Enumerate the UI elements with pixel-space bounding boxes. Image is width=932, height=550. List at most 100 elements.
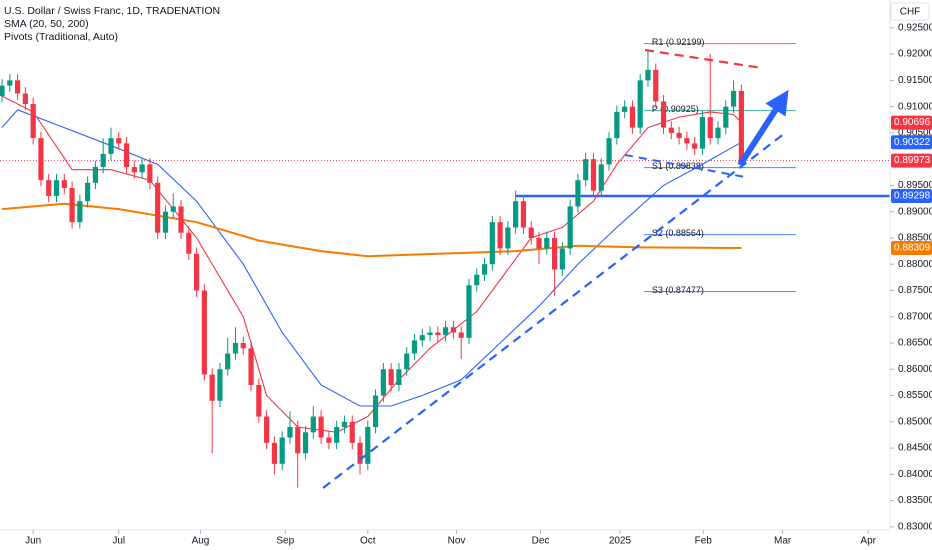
candle-body xyxy=(559,248,565,270)
candle-body xyxy=(61,180,67,189)
candle-body xyxy=(100,153,106,168)
candle-body xyxy=(186,232,192,254)
candle-body xyxy=(310,416,316,433)
plot: R1 (0.92199) P (0.90925) S1 (0.89838) S2 (0… xyxy=(0,37,890,488)
trend-line xyxy=(624,154,746,178)
x-tick-label: Oct xyxy=(360,536,376,547)
candle-body xyxy=(14,80,21,94)
candle-body xyxy=(660,101,667,128)
y-tick-label: 0.89000 xyxy=(898,206,932,217)
pivot-label: R1 (0.92199) xyxy=(652,37,705,47)
x-tick-label: Jul xyxy=(112,536,125,547)
price-box-label: 0.89298 xyxy=(894,191,931,202)
candle-body xyxy=(271,442,278,464)
indicator: Pivots (Traditional, Auto) xyxy=(4,31,118,43)
candle-body xyxy=(520,201,527,228)
candle-body xyxy=(598,164,604,191)
candle-body xyxy=(193,253,200,291)
candle-body xyxy=(443,327,449,336)
candle-body xyxy=(567,206,573,249)
candle-body xyxy=(7,80,13,86)
candle-body xyxy=(497,222,503,249)
candle-body xyxy=(365,427,371,464)
candle-body xyxy=(209,374,215,401)
y-tick-label: 0.85000 xyxy=(898,416,932,427)
y-tick-label: 0.84000 xyxy=(898,469,932,480)
x-tick-label: Aug xyxy=(192,536,210,547)
candle-body xyxy=(302,432,309,454)
candle-body xyxy=(536,237,542,249)
candle-body xyxy=(318,416,324,438)
candle-body xyxy=(295,427,301,454)
candle-body xyxy=(505,227,511,249)
price-box xyxy=(891,135,932,150)
x-tick-label: Nov xyxy=(448,536,466,547)
candle-body xyxy=(38,138,44,181)
candle-body xyxy=(551,237,558,270)
candle-body xyxy=(108,138,114,154)
candle-body xyxy=(629,106,636,128)
candle-body xyxy=(450,327,457,333)
price-box-label: 0.90696 xyxy=(894,117,931,128)
candle-body xyxy=(637,80,643,128)
candle-body xyxy=(715,127,721,139)
candle-body xyxy=(606,138,612,165)
price-axis xyxy=(890,0,932,550)
x-tick-label: Apr xyxy=(860,536,876,547)
pivot-label: S3 (0.87477) xyxy=(652,285,704,295)
candle-body xyxy=(466,285,472,338)
candle-body xyxy=(201,290,207,375)
y-tick-label: 0.87000 xyxy=(898,311,932,322)
price-box xyxy=(891,189,932,204)
candle-body xyxy=(147,164,153,183)
candle-body xyxy=(723,106,729,128)
candle-body xyxy=(645,69,651,81)
candle-body xyxy=(614,111,620,139)
candle-body xyxy=(162,211,169,233)
candle-body xyxy=(668,127,674,133)
y-tick-label: 0.84500 xyxy=(898,443,932,454)
x-tick-label: Feb xyxy=(695,536,713,547)
pivot-label: S2 (0.88564) xyxy=(652,228,704,238)
candle-body xyxy=(676,132,682,139)
candle-body xyxy=(170,206,176,212)
candle-body xyxy=(707,117,713,139)
candle-body xyxy=(240,343,246,349)
axis-layer: 0.92500 0.92000 0.91500 0.91000 0.90500 0.895… xyxy=(25,22,932,547)
currency-box[interactable] xyxy=(890,2,930,21)
candle-body xyxy=(590,159,597,191)
candle-body xyxy=(388,369,394,386)
candle-body xyxy=(53,180,60,196)
candle-body xyxy=(0,85,5,97)
candle-body xyxy=(139,164,145,173)
price-box-label: 0.90322 xyxy=(894,137,931,148)
candle-body xyxy=(372,395,379,428)
candle-body xyxy=(46,180,52,196)
candle-body xyxy=(77,201,83,223)
y-tick-label: 0.86500 xyxy=(898,338,932,349)
y-tick-label: 0.88500 xyxy=(898,233,932,244)
candle-body xyxy=(653,69,659,102)
sma-line xyxy=(1,202,742,258)
candle-body xyxy=(427,332,433,336)
candle-body xyxy=(287,427,293,438)
currency[interactable]: CHF xyxy=(900,7,921,18)
candle-body xyxy=(116,138,122,144)
candle-body xyxy=(481,264,488,275)
candle-body xyxy=(232,343,239,354)
candle-body xyxy=(474,274,480,286)
candle-body xyxy=(225,353,231,370)
y-tick-label: 0.86000 xyxy=(898,364,932,375)
candle-body xyxy=(458,332,464,338)
candle-body xyxy=(396,369,402,386)
resistance-line xyxy=(644,48,763,70)
candle-body xyxy=(411,340,418,354)
candle-body xyxy=(699,117,706,149)
y-tick-label: 0.88000 xyxy=(898,259,932,270)
y-tick-label: 0.89500 xyxy=(898,180,932,191)
candle-body xyxy=(334,427,340,443)
candle-body xyxy=(419,335,425,341)
candle-body xyxy=(684,138,690,144)
candle-body xyxy=(435,332,441,336)
